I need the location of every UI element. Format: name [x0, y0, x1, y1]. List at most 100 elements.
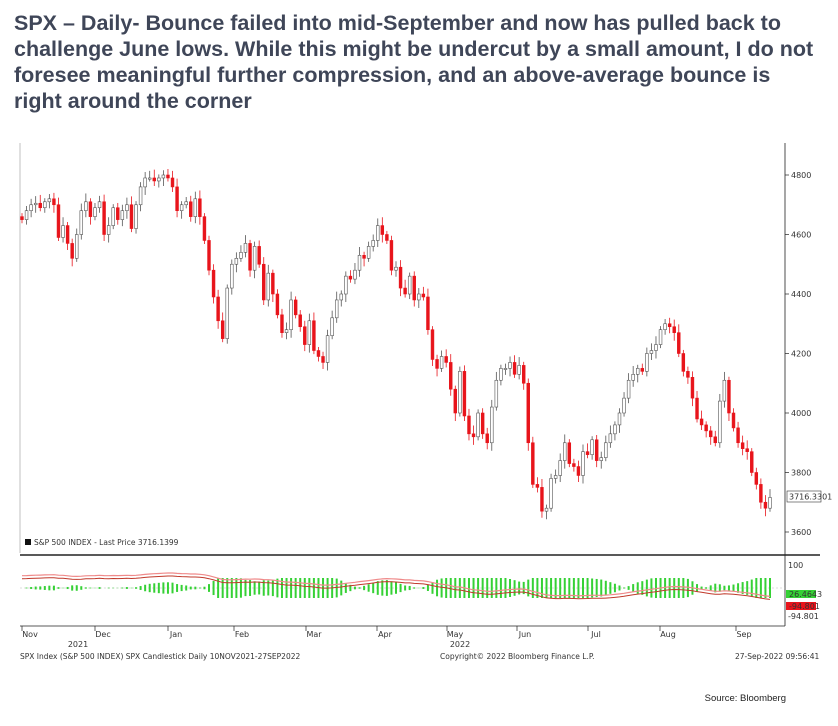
candle-body	[462, 371, 467, 417]
oscillator-bar	[572, 578, 575, 598]
candle-body	[476, 412, 480, 438]
oscillator-bar	[467, 578, 470, 598]
oscillator-bar	[623, 587, 626, 589]
oscillator-bar	[472, 578, 475, 598]
oscillator-bar	[217, 578, 220, 598]
y-tick-label: 3600	[791, 528, 811, 537]
oscillator-bar	[431, 582, 434, 594]
osc-red-label-box	[786, 602, 816, 610]
candle-body	[353, 269, 357, 280]
oscillator-bar	[458, 578, 461, 598]
candle-body	[166, 174, 170, 179]
oscillator-bar	[718, 584, 721, 592]
candle-body	[567, 442, 572, 464]
oscillator-bar	[750, 579, 753, 597]
oscillator-bar	[144, 584, 147, 592]
oscillator-line-fast	[21, 572, 771, 597]
oscillator-bar	[271, 579, 274, 597]
oscillator-bar	[395, 582, 397, 594]
oscillator-bar	[595, 578, 598, 598]
candle-body	[129, 204, 134, 229]
candle-body	[47, 198, 52, 203]
candle-body	[52, 198, 56, 206]
oscillator-bar	[686, 578, 689, 598]
oscillator-bar	[303, 578, 306, 598]
candle-body	[394, 266, 398, 271]
candle-body	[631, 374, 635, 381]
candle-body	[686, 371, 690, 378]
candle-body	[540, 487, 544, 512]
oscillator-bar	[212, 580, 215, 596]
candle-body	[531, 442, 535, 485]
candle-body	[512, 362, 517, 375]
candle-body	[636, 368, 640, 375]
oscillator-bar	[618, 585, 621, 591]
candle-body	[152, 177, 156, 182]
candle-body	[266, 272, 271, 301]
candle-body	[407, 275, 412, 295]
candle-body	[225, 287, 229, 339]
candle-body	[471, 433, 476, 438]
oscillator-bar	[604, 580, 607, 596]
oscillator-bar	[664, 578, 667, 598]
candle-body	[581, 451, 585, 476]
y-tick-label: 4400	[791, 290, 811, 299]
candle-body	[759, 484, 763, 503]
oscillator-bar	[52, 585, 55, 591]
candle-body	[147, 177, 152, 180]
oscillator-bar	[30, 587, 33, 589]
candle-body	[243, 243, 248, 253]
candle-body	[284, 329, 289, 333]
x-month-label: Jan	[169, 630, 182, 639]
candle-body	[120, 210, 125, 220]
candle-body	[526, 382, 530, 444]
oscillator-bar	[495, 578, 498, 598]
candle-body	[362, 255, 366, 259]
oscillator-bar	[98, 587, 101, 589]
oscillator-bar	[568, 578, 571, 598]
candle-body	[38, 202, 42, 209]
candle-body	[257, 246, 261, 265]
x-month-label: Nov	[22, 630, 38, 639]
candle-body	[330, 317, 334, 336]
oscillator-bar	[522, 581, 525, 595]
oscillator-bar	[180, 584, 183, 592]
candle-body	[216, 296, 220, 322]
oscillator-bar	[554, 578, 557, 598]
oscillator-bar	[486, 578, 489, 598]
oscillator-bar	[527, 579, 530, 597]
candle-body	[658, 329, 663, 345]
oscillator-bar	[600, 579, 603, 597]
osc-bottom-label: -94.801	[788, 612, 819, 621]
x-month-label: Dec	[95, 630, 110, 639]
oscillator-bar	[349, 584, 352, 592]
oscillator-bar	[499, 578, 502, 598]
oscillator-bar	[422, 587, 425, 589]
candle-body	[599, 457, 603, 461]
candle-body	[316, 350, 321, 357]
oscillator-bar	[654, 578, 657, 598]
oscillator-bar	[399, 583, 402, 593]
candle-body	[376, 225, 380, 241]
candle-body	[727, 379, 731, 414]
oscillator-bar	[253, 581, 256, 595]
candle-body	[312, 320, 316, 351]
candle-body	[426, 296, 430, 331]
oscillator-bar	[550, 578, 553, 598]
candle-body	[467, 415, 471, 435]
candle-body	[280, 314, 284, 333]
oscillator-bar	[258, 581, 261, 595]
oscillator-bar	[80, 586, 83, 590]
oscillator-bar	[299, 578, 302, 598]
candle-body	[563, 442, 567, 461]
y-tick-label: 4800	[791, 171, 811, 180]
candle-body	[590, 439, 594, 455]
candle-body	[321, 356, 325, 363]
candle-body	[262, 263, 266, 301]
candle-body	[494, 379, 499, 408]
candle-body	[334, 299, 339, 319]
oscillator-bar	[372, 582, 375, 594]
candle-body	[731, 412, 736, 429]
candle-body	[412, 275, 416, 301]
oscillator-bar	[518, 581, 521, 595]
